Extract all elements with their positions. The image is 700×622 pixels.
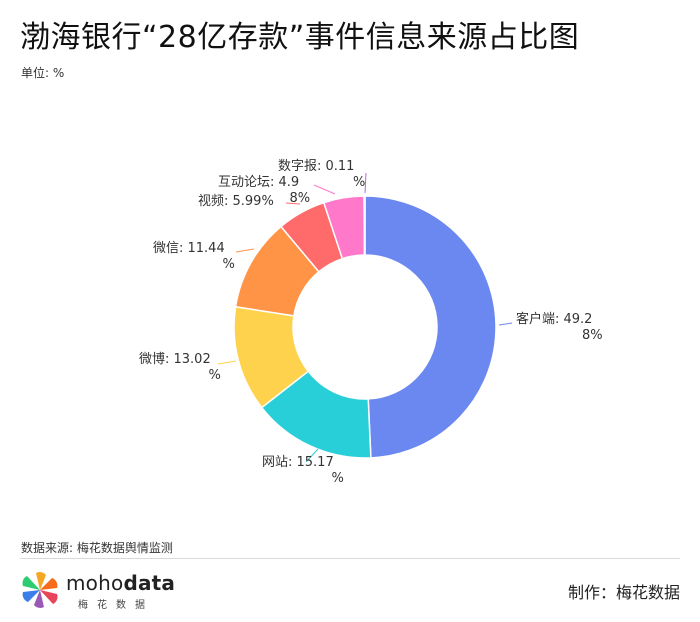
logo-subtitle: 梅花数据 — [78, 600, 154, 611]
slice-label-1: 客户端: 49.2 8% — [516, 311, 603, 343]
footer-divider — [20, 558, 680, 559]
unit-label: 单位: % — [21, 66, 65, 80]
leader-line-5 — [285, 202, 301, 205]
logo-wordmark: mohodata — [66, 571, 176, 595]
slice-label-6: 互动论坛: 4.9 8% — [218, 175, 310, 206]
slice-group — [233, 195, 497, 459]
slice-7 — [363, 195, 366, 256]
slice-1 — [364, 195, 497, 459]
label-group: 客户端: 49.2 8% 网站: 15.17 % 微博: 13.02 % 微信: 11.44… — [139, 159, 603, 486]
leader-line-3 — [217, 360, 237, 365]
donut-chart: 客户端: 49.2 8% 网站: 15.17 % 微博: 13.02 % 微信: 11.44… — [139, 159, 603, 486]
slice-label-4: 微信: 11.44% — [153, 241, 235, 272]
data-source: 数据来源: 梅花数据舆情监测 — [21, 541, 173, 555]
leader-line-4 — [235, 248, 255, 253]
slice-label-2: 网站: 15.17% — [262, 455, 344, 486]
leader-line-2 — [305, 448, 319, 463]
mohodata-logo: mohodata 梅花数据 — [20, 570, 175, 611]
leader-line-group — [217, 172, 513, 463]
slice-label-5: 视频: 5.99% — [198, 194, 274, 209]
slice-label-7: 数字报: 0.11% — [278, 159, 365, 190]
chart-title: 渤海银行“28亿存款”事件信息来源占比图 — [20, 20, 580, 55]
maker-credit: 制作：梅花数据 — [567, 583, 680, 602]
pinwheel-logo-icon — [22, 572, 58, 608]
leader-line-7 — [364, 172, 367, 194]
leader-line-6 — [313, 184, 336, 195]
slice-label-3: 微博: 13.02% — [139, 352, 221, 383]
leader-line-1 — [498, 322, 513, 326]
